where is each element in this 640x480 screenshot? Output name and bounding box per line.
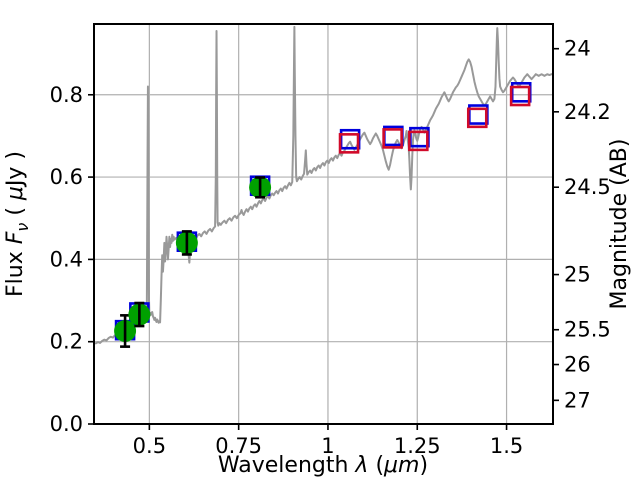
y2-axis-label: Magnitude (AB) — [607, 139, 632, 310]
y2-tick-label: 25 — [564, 263, 591, 287]
spectrum-line — [94, 25, 553, 345]
x-tick-label: 0.75 — [215, 434, 262, 458]
y2-axis-ticks: 24 24.2 24.5 25 25.5 26 27 — [553, 37, 611, 412]
model-marker-red — [408, 130, 429, 152]
y2-tick-label: 24.2 — [564, 100, 611, 124]
axes-frame — [93, 23, 554, 425]
model-marker-red — [382, 128, 403, 149]
x-tick-label: 0.5 — [133, 434, 166, 458]
spectrum-curve-layer — [94, 25, 553, 345]
x-tick-label: 1 — [321, 434, 334, 458]
y-tick-label: 0.6 — [50, 165, 83, 189]
y-tick-label: 0.0 — [50, 412, 83, 436]
y-tick-label: 0.4 — [50, 247, 83, 271]
photometry-marker-layer — [114, 82, 532, 348]
model-marker-red — [338, 133, 360, 154]
x-tick-label: 1.5 — [490, 434, 523, 458]
y2-tick-label: 24.5 — [564, 175, 611, 199]
y2-tick-label: 25.5 — [564, 318, 611, 342]
x-tick-label: 1.25 — [394, 434, 441, 458]
x-axis-label: Wavelength λ (μm) — [218, 453, 428, 478]
y-tick-label: 0.8 — [50, 83, 83, 107]
y2-tick-label: 24 — [564, 37, 591, 61]
plot-area-background — [94, 24, 553, 424]
model-marker-red — [509, 85, 531, 107]
x-axis-ticks: 0.5 0.75 1 1.25 1.5 — [133, 424, 523, 458]
model-marker-red — [466, 107, 488, 129]
y-tick-label: 0.2 — [50, 330, 83, 354]
y2-tick-label: 26 — [564, 353, 591, 377]
y-axis-ticks: 0.0 0.2 0.4 0.6 0.8 — [50, 83, 94, 436]
y2-tick-label: 27 — [564, 388, 591, 412]
y-axis-label: Flux Fν ( μJy ) — [3, 151, 32, 297]
gridlines — [94, 24, 553, 424]
